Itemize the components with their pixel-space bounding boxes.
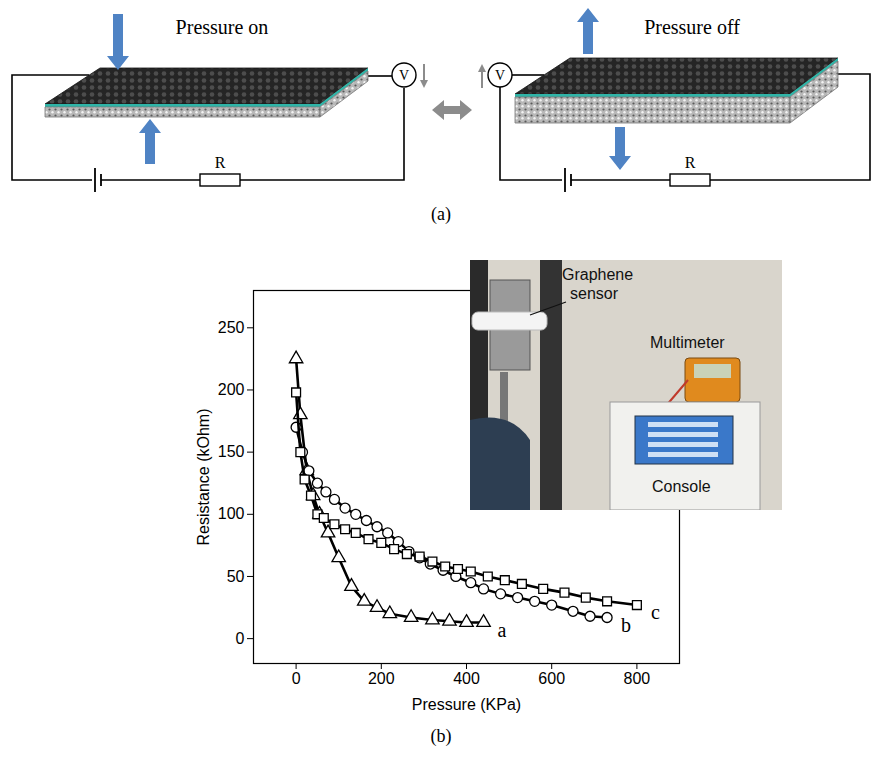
svg-text:c: c xyxy=(651,601,660,623)
svg-text:800: 800 xyxy=(624,670,651,687)
svg-text:Multimeter: Multimeter xyxy=(650,334,725,351)
html-text:(b): (b) xyxy=(430,726,452,746)
svg-text:V: V xyxy=(495,68,505,83)
svg-text:200: 200 xyxy=(218,381,245,398)
svg-text:200: 200 xyxy=(368,670,395,687)
svg-text:V: V xyxy=(399,68,409,83)
svg-text:600: 600 xyxy=(538,670,565,687)
svg-text:250: 250 xyxy=(218,319,245,336)
svg-text:R: R xyxy=(685,154,696,171)
svg-text:Graphenesensor: Graphenesensor xyxy=(562,266,633,302)
svg-text:Pressure on: Pressure on xyxy=(176,16,269,38)
svg-text:b: b xyxy=(621,614,631,636)
svg-text:(a): (a) xyxy=(431,204,451,225)
svg-text:0: 0 xyxy=(236,630,245,647)
svg-text:Resistance (kOhm): Resistance (kOhm) xyxy=(195,409,212,546)
svg-text:50: 50 xyxy=(227,568,245,585)
svg-text:Pressure (KPa): Pressure (KPa) xyxy=(412,696,521,713)
svg-text:0: 0 xyxy=(292,670,301,687)
svg-text:150: 150 xyxy=(218,443,245,460)
svg-text:a: a xyxy=(498,619,507,641)
svg-text:100: 100 xyxy=(218,505,245,522)
svg-text:R: R xyxy=(215,154,226,171)
svg-text:Console: Console xyxy=(652,478,711,495)
svg-text:400: 400 xyxy=(453,670,480,687)
svg-text:Pressure off: Pressure off xyxy=(644,16,740,38)
